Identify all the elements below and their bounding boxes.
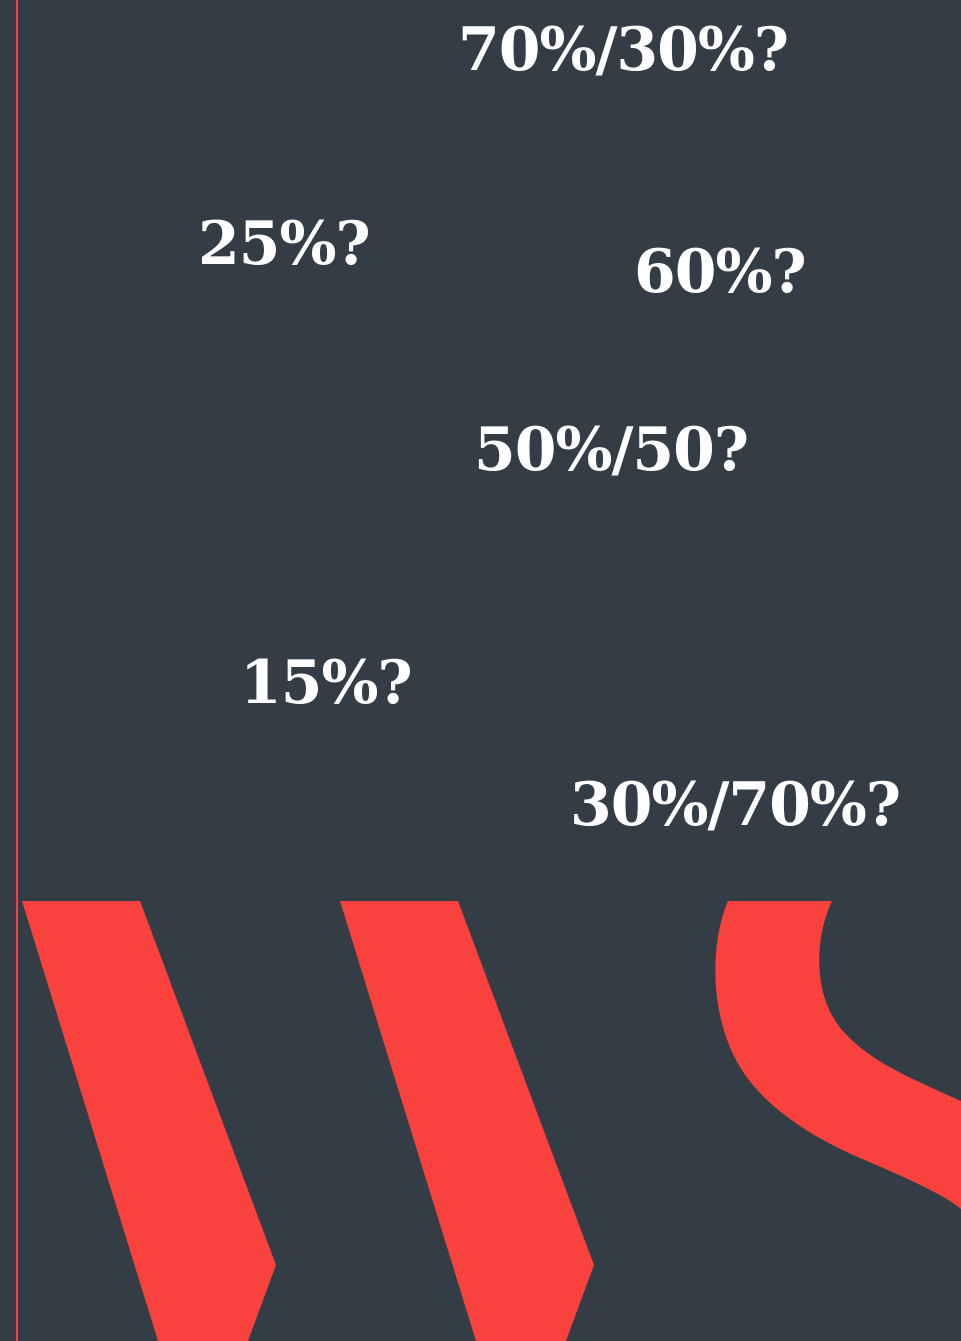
label-15: 15%? bbox=[240, 648, 413, 718]
red-slash-stripe-left bbox=[22, 901, 276, 1341]
label-50-50: 50%/50? bbox=[474, 415, 749, 485]
red-curve-stripe-right bbox=[715, 901, 961, 1209]
label-70-30: 70%/30%? bbox=[458, 15, 789, 85]
label-30-70: 30%/70%? bbox=[570, 770, 901, 840]
left-red-rule bbox=[16, 0, 18, 1341]
red-slash-stripe-middle bbox=[340, 901, 594, 1341]
label-60: 60%? bbox=[634, 237, 807, 307]
label-25: 25%? bbox=[198, 209, 371, 279]
